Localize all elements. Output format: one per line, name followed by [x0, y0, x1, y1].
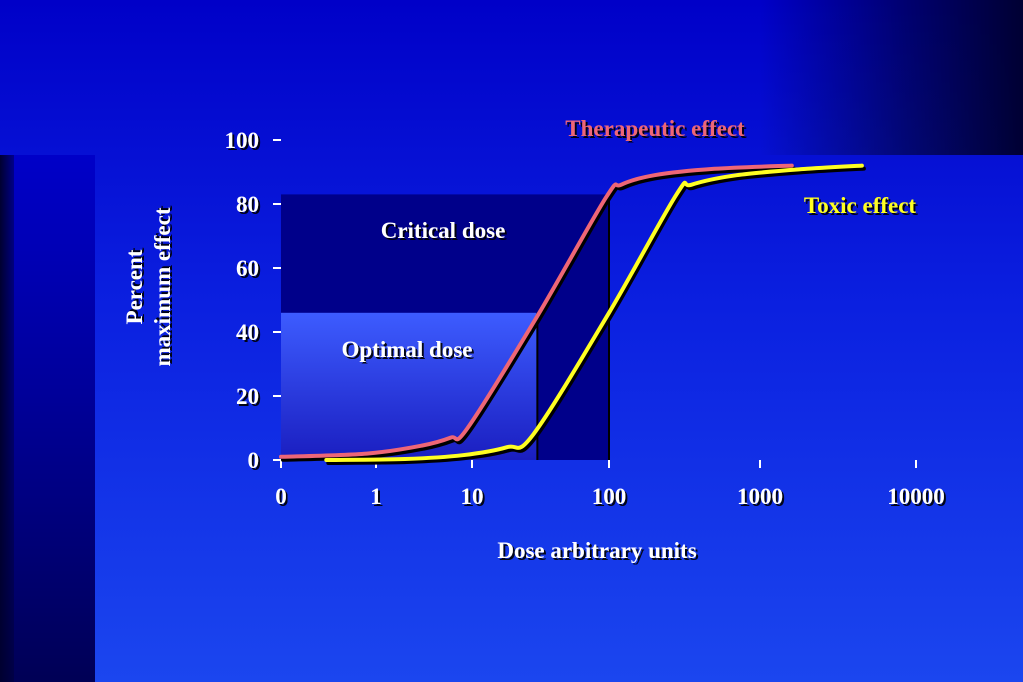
left-edge [0, 155, 14, 682]
x-axis-label: Dose arbitrary units [497, 538, 696, 563]
therapeutic-effect-label: Therapeutic effect [565, 116, 745, 141]
toxic-effect-label: Toxic effect [804, 193, 917, 218]
therapeutic-curve-shadow [281, 166, 796, 462]
y-tick-label-2: 40 [236, 320, 259, 345]
y-tick-label-1: 20 [236, 384, 259, 409]
axis-ticks [273, 139, 917, 468]
y-tick-label-3: 60 [236, 256, 259, 281]
therapeutic-curve [279, 163, 794, 459]
x-tick-label-3: 100 [592, 484, 627, 509]
y-tick-label-5: 100 [225, 128, 260, 153]
curves [279, 163, 866, 465]
x-tick-label-4: 1000 [737, 484, 783, 509]
toxic-curve-shadow [326, 166, 866, 465]
y-axis-label-line-2: maximum effect [150, 207, 175, 366]
tick-labels: 0 1 10 100 1000 10000 0 20 40 60 80 100 [225, 128, 945, 509]
x-tick-label-5: 10000 [887, 484, 945, 509]
x-tick-label-0: 0 [275, 484, 287, 509]
toxic-curve [324, 163, 864, 462]
y-tick-label-0: 0 [248, 448, 260, 473]
optimal-dose-label: Optimal dose [342, 337, 473, 362]
top-right-shade [760, 0, 1023, 155]
y-tick-label-4: 80 [236, 192, 259, 217]
y-axis-label: Percent maximum effect [122, 207, 175, 366]
critical-dose-label: Critical dose [381, 218, 506, 243]
y-axis-label-line-1: Percent [122, 249, 147, 324]
x-tick-label-1: 1 [370, 484, 382, 509]
left-band [0, 155, 95, 682]
x-tick-label-2: 10 [461, 484, 484, 509]
